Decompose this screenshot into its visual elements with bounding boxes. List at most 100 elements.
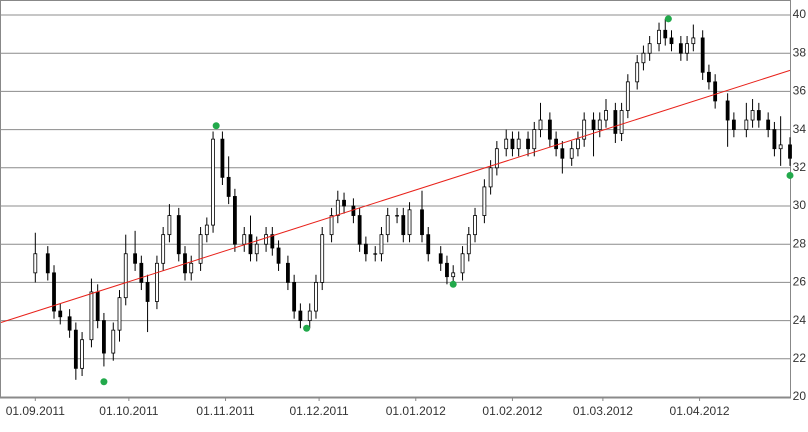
candle-body: [335, 199, 340, 216]
y-tick-label: 34: [793, 122, 807, 136]
candle-body: [591, 119, 596, 131]
candle-body: [342, 199, 346, 207]
candle-body: [145, 281, 150, 302]
candle-body: [276, 247, 281, 264]
candle-body: [176, 215, 181, 255]
candle-body: [314, 281, 318, 312]
x-tick-label: 01.03.2012: [573, 404, 633, 418]
candle-body: [488, 167, 493, 188]
candle-body: [560, 148, 565, 159]
candle-body: [678, 43, 683, 54]
candle-body: [420, 209, 424, 236]
candle-body: [473, 215, 477, 236]
candle-body: [204, 224, 209, 236]
candle-body: [619, 110, 624, 134]
candle-body: [647, 43, 652, 54]
candle-body: [232, 196, 237, 245]
candle-body: [788, 144, 792, 159]
candle-body: [395, 215, 399, 217]
x-tick-label: 01.11.2011: [196, 404, 255, 418]
extreme-point: [212, 122, 220, 130]
candle-body: [139, 262, 144, 283]
y-tick-label: 22: [793, 351, 807, 365]
candle-body: [460, 253, 465, 274]
candle-body: [161, 234, 166, 264]
extreme-point: [303, 324, 311, 332]
candle-body: [635, 62, 640, 83]
candle-body: [133, 253, 137, 264]
candle-body: [657, 29, 661, 45]
candle-body: [772, 129, 777, 150]
x-tick-label: 01.09.2011: [6, 404, 65, 418]
candle-body: [554, 138, 559, 150]
candle-body: [95, 291, 100, 322]
candle-body: [401, 215, 406, 236]
candle-body: [357, 215, 362, 245]
candle-body: [613, 110, 618, 134]
candle-body: [89, 291, 94, 341]
extreme-point: [449, 280, 457, 288]
extreme-point: [100, 378, 108, 386]
x-tick-label: 01.10.2011: [99, 404, 158, 418]
candle-body: [756, 110, 761, 121]
candle-body: [426, 234, 431, 255]
candle-body: [111, 329, 116, 354]
candle-body: [67, 316, 72, 331]
candle-body: [167, 215, 172, 236]
candle-body: [466, 234, 471, 255]
candle-body: [778, 144, 783, 150]
candle-body: [45, 253, 50, 274]
candle-body: [663, 29, 668, 39]
candle-body: [569, 148, 574, 159]
candle-body: [270, 234, 275, 249]
candle-body: [504, 138, 509, 150]
candle-body: [576, 138, 580, 150]
y-tick-label: 20: [793, 389, 807, 403]
candle-body: [123, 253, 128, 299]
candle-body: [482, 186, 487, 216]
candle-body: [80, 339, 84, 369]
candle-body: [725, 100, 730, 121]
candle-body: [604, 110, 608, 121]
candle-body: [155, 262, 159, 302]
candle-body: [538, 119, 543, 131]
candle-body: [363, 243, 368, 255]
candle-body: [379, 234, 384, 255]
y-tick-label: 30: [793, 198, 807, 212]
x-tick-label: 01.12.2011: [290, 404, 349, 418]
candle-body: [292, 281, 297, 312]
candle-body: [220, 138, 225, 178]
trend-line: [0, 69, 791, 323]
extreme-point: [664, 15, 672, 23]
y-tick-label: 32: [793, 160, 807, 174]
x-tick-label: 01.02.2012: [482, 404, 542, 418]
candle-body: [744, 119, 749, 131]
candle-body: [625, 81, 630, 111]
extreme-point: [786, 171, 794, 179]
candle-body: [102, 320, 106, 354]
candle-body: [407, 209, 412, 236]
candle-body: [707, 71, 711, 83]
candle-body: [329, 215, 334, 236]
candle-body: [248, 234, 253, 255]
candle-body: [691, 37, 696, 45]
candle-body: [597, 119, 602, 131]
candle-body: [73, 329, 78, 369]
candle-body: [516, 138, 521, 150]
candle-body: [750, 110, 755, 121]
candle-body: [226, 176, 231, 197]
candle-body: [641, 52, 646, 64]
candle-body: [766, 119, 771, 131]
candle-body: [351, 205, 356, 216]
candle-body: [438, 253, 443, 264]
candle-body: [669, 37, 674, 45]
x-tick-label: 01.01.2012: [386, 404, 446, 418]
candle-body: [58, 310, 63, 318]
candle-body: [286, 262, 290, 283]
candle-body: [254, 243, 259, 255]
y-tick-label: 36: [793, 84, 807, 98]
candle-body: [445, 262, 449, 278]
candle-body: [373, 253, 378, 255]
candle-body: [385, 215, 390, 236]
